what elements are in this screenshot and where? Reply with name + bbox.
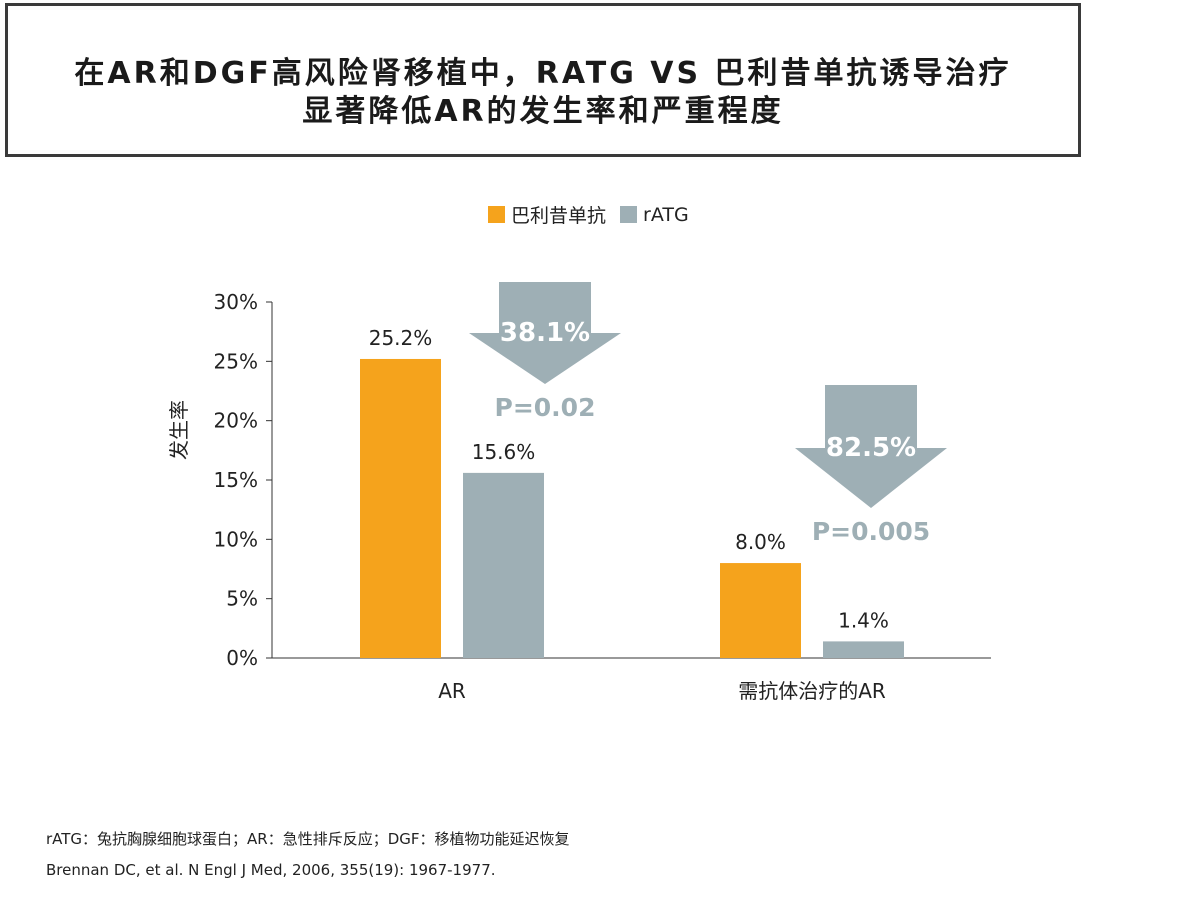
y-axis-label: 发生率 bbox=[167, 400, 191, 460]
bar-value-label: 15.6% bbox=[472, 440, 536, 464]
legend-item-ratg: rATG bbox=[620, 204, 689, 226]
y-tick-label: 0% bbox=[226, 646, 258, 670]
reduction-percent: 38.1% bbox=[500, 318, 590, 348]
legend-swatch-ratg bbox=[620, 206, 638, 223]
x-category-label: AR bbox=[438, 679, 466, 703]
x-category-label: 需抗体治疗的AR bbox=[738, 679, 886, 703]
bar-value-label: 25.2% bbox=[369, 326, 433, 350]
title-box: 在AR和DGF高风险肾移植中，RATG VS 巴利昔单抗诱导治疗 显著降低AR的… bbox=[5, 3, 1081, 157]
y-tick-label: 30% bbox=[214, 290, 258, 314]
bar-ratg bbox=[463, 472, 544, 658]
bar-ratg bbox=[823, 641, 904, 658]
legend-label-ratg: rATG bbox=[643, 203, 689, 226]
legend-label-basiliximab: 巴利昔单抗 bbox=[511, 205, 607, 227]
title-line-2: 显著降低AR的发生率和严重程度 bbox=[302, 94, 784, 129]
legend-swatch-basiliximab bbox=[488, 206, 505, 223]
y-tick-label: 10% bbox=[214, 527, 258, 551]
p-value-label: P=0.005 bbox=[812, 517, 930, 546]
chart-legend: 巴利昔单抗 rATG bbox=[488, 201, 703, 228]
bar-value-label: 1.4% bbox=[838, 608, 889, 632]
y-tick-label: 25% bbox=[214, 349, 258, 373]
footer-reference: Brennan DC, et al. N Engl J Med, 2006, 3… bbox=[46, 861, 496, 879]
reduction-arrow bbox=[469, 282, 621, 384]
footer-abbreviations: rATG：兔抗胸腺细胞球蛋白；AR：急性排斥反应；DGF：移植物功能延迟恢复 bbox=[46, 830, 570, 848]
bar-basiliximab bbox=[720, 563, 801, 658]
p-value-label: P=0.02 bbox=[495, 393, 596, 422]
reduction-percent: 82.5% bbox=[826, 433, 916, 463]
title-line-1: 在AR和DGF高风险肾移植中，RATG VS 巴利昔单抗诱导治疗 bbox=[74, 56, 1012, 91]
y-tick-label: 20% bbox=[214, 409, 258, 433]
reduction-arrow bbox=[795, 385, 947, 508]
bar-basiliximab bbox=[360, 358, 441, 658]
y-tick-label: 5% bbox=[226, 587, 258, 611]
legend-item-basiliximab: 巴利昔单抗 bbox=[488, 201, 606, 228]
bar-value-label: 8.0% bbox=[735, 530, 786, 554]
y-tick-label: 15% bbox=[214, 468, 258, 492]
